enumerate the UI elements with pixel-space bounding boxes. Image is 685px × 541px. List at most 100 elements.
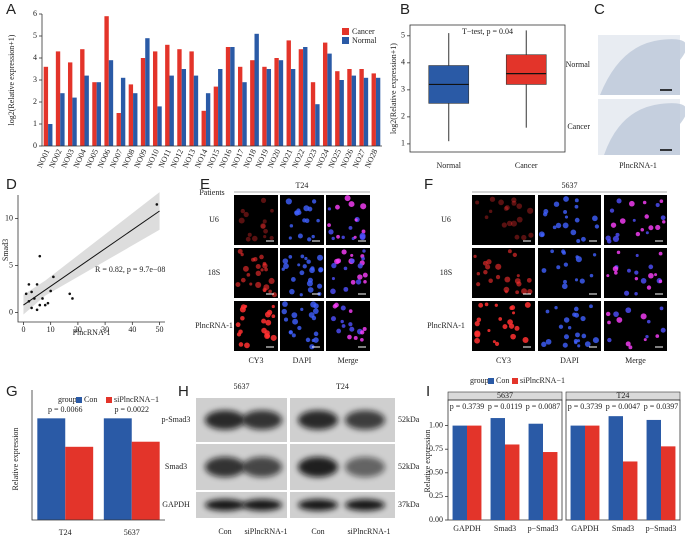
bar [266,69,272,146]
bar [339,80,344,146]
cell [640,278,647,284]
cell [361,256,365,261]
panel-label: F [424,176,433,193]
cell [246,273,251,277]
cell [307,206,313,212]
y-tick-label: 10 [5,213,13,222]
point [41,297,44,300]
cell [294,210,299,215]
cell [306,280,313,287]
bar [37,418,66,520]
cell [262,219,267,224]
cell [362,272,368,278]
cell [271,314,276,319]
p-value: p = 0.0022 [114,405,149,414]
cell [474,330,481,337]
x-tick-label: GAPDH [571,524,599,533]
bar [623,461,638,520]
legend-title: group [470,376,489,385]
panel-label: D [6,176,17,193]
cell [350,253,354,257]
cell [255,281,262,288]
point [24,292,28,296]
cell [563,210,568,214]
cell [288,330,293,335]
bar [120,77,126,146]
cell [580,315,586,322]
cell [483,269,488,275]
y-tick-label: 0.50 [429,468,443,477]
cell [263,235,267,239]
cell [478,302,484,308]
y-tick-label: 1.00 [429,420,443,429]
cell [542,212,548,217]
cell [311,199,317,204]
cell [235,322,241,328]
cell [646,319,651,324]
bar [189,51,194,146]
y-tick-label: 3 [33,75,37,84]
bar [60,93,65,146]
cell [503,206,509,211]
cell [260,223,266,229]
x-tick-label: p−Smad3 [528,524,559,533]
caption: PlncRNA-1 [619,161,657,170]
cell [354,218,358,222]
x-tick-label: Cancer [515,161,538,170]
cell [592,253,597,257]
cell [645,334,649,339]
cell [507,249,512,254]
bar [55,51,61,146]
cell [304,256,308,261]
cell [340,305,346,311]
cell [336,328,342,334]
cell [640,227,645,232]
cell [648,225,654,231]
cell [632,218,636,222]
x-tick-label: 10 [47,325,55,334]
panel-label: G [6,383,18,400]
y-axis-label: log2(Relative expression+1) [389,43,398,134]
cell [348,225,353,230]
cell [330,316,337,322]
cell [307,287,314,293]
y-tick-label: 0.00 [429,515,443,524]
cell [658,279,663,284]
micrograph [604,301,667,351]
y-axis-label: log2(Relative expression+1) [7,34,16,125]
bar [262,66,267,146]
cell [357,263,363,269]
bar [661,446,676,520]
cell [524,301,531,308]
blot-band [205,456,245,478]
p-value: p = 0.0066 [48,405,83,414]
cell [545,338,552,345]
bar [193,75,199,146]
y-tick-label: 6 [33,9,37,18]
cell [264,267,268,272]
cell [564,215,569,219]
cell [349,326,355,332]
cell [627,268,631,273]
bar [96,82,102,146]
cell [359,232,366,239]
y-tick-label: 0.75 [429,444,443,453]
bar [254,33,259,146]
cell [363,280,367,284]
cell [259,254,264,260]
bar [201,110,206,146]
y-tick-label: 2 [401,112,405,121]
cell [562,251,566,255]
point [38,254,42,258]
legend-swatch [342,37,349,44]
x-axis-label: Patients [199,188,224,197]
bar [84,75,89,146]
cell [335,204,340,210]
bar [242,82,247,146]
point [49,289,52,293]
cell [240,208,245,214]
micrograph [234,195,278,245]
cell [507,319,513,325]
point [38,303,42,307]
legend-swatch [106,397,112,403]
